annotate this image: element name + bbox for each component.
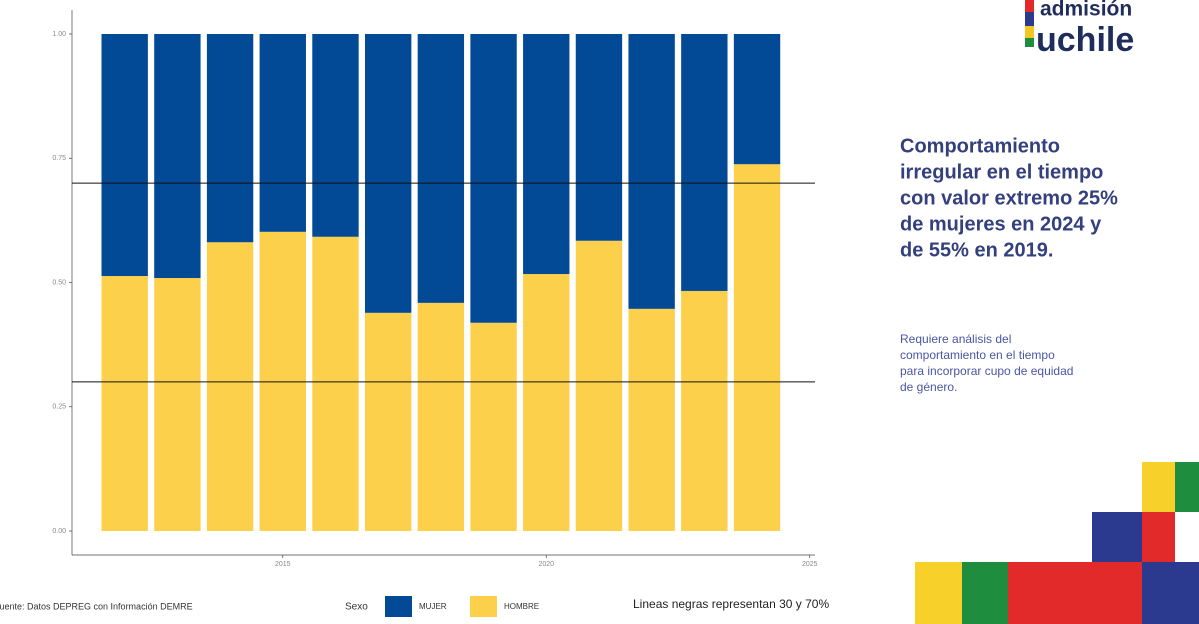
bar-segment bbox=[206, 34, 254, 243]
heading-line: de 55% en 2019. bbox=[900, 239, 1053, 261]
note: Lineas negras representan 30 y 70% bbox=[633, 597, 829, 611]
legend-title: Sexo bbox=[345, 602, 368, 613]
bar-segment bbox=[681, 34, 728, 291]
y-tick-label: 0.75 bbox=[52, 155, 66, 162]
bar-segment bbox=[259, 34, 306, 232]
decor-block bbox=[1142, 462, 1175, 512]
heading-line: con valor extremo 25% bbox=[900, 187, 1118, 209]
bar-segment bbox=[523, 34, 570, 275]
logo-square bbox=[1025, 0, 1034, 12]
bar-segment bbox=[733, 164, 781, 532]
source: Fuente: Datos DEPREG con Información DEM… bbox=[0, 601, 193, 611]
legend-label: HOMBRE bbox=[504, 602, 539, 611]
decor-block bbox=[1008, 562, 1142, 624]
decor-block bbox=[1175, 462, 1199, 512]
sidebar-text: Requiere análisis del comportamiento en e… bbox=[900, 332, 1073, 394]
y-tick-label: 1.00 bbox=[52, 31, 66, 38]
bar-segment bbox=[470, 34, 517, 323]
bar-segment bbox=[364, 34, 412, 313]
bar-segment bbox=[575, 34, 623, 241]
bar-segment bbox=[628, 34, 675, 309]
bar-segment bbox=[154, 278, 201, 531]
bar-segment bbox=[154, 34, 201, 279]
legend-label: MUJER bbox=[419, 602, 447, 611]
decor-block bbox=[915, 562, 962, 624]
bar-segment bbox=[101, 276, 148, 531]
y-tick-label: 0.25 bbox=[52, 404, 66, 411]
decor-block bbox=[1142, 562, 1199, 624]
decor-block bbox=[962, 562, 1008, 624]
logo-text: uchile bbox=[1036, 21, 1134, 59]
text-line: de género. bbox=[900, 380, 957, 394]
bar-segment bbox=[523, 274, 570, 531]
logo-square bbox=[1025, 12, 1034, 26]
x-tick-label: 2025 bbox=[802, 561, 818, 568]
sidebar-heading: Comportamiento irregular en el tiempo con … bbox=[900, 135, 1118, 261]
text-line: Requiere análisis del bbox=[900, 332, 1011, 346]
decor-block bbox=[1092, 512, 1142, 562]
bar-segment bbox=[470, 322, 517, 531]
bar-segment bbox=[364, 312, 412, 531]
legend-key bbox=[385, 596, 412, 617]
x-tick-label: 2015 bbox=[275, 561, 291, 568]
bar-segment bbox=[417, 302, 465, 531]
bar-segment bbox=[312, 236, 359, 531]
text-line: comportamiento en el tiempo bbox=[900, 348, 1055, 362]
bar-segment bbox=[206, 242, 254, 532]
plot: 0.00 0.25 0.50 0.75 1.00 2015 2020 2025 bbox=[52, 10, 818, 568]
y-tick-label: 0.00 bbox=[52, 528, 66, 535]
bar-segment bbox=[417, 34, 465, 303]
x-tick-label: 2020 bbox=[538, 561, 554, 568]
bar-segment bbox=[312, 34, 359, 237]
legend-key bbox=[470, 596, 497, 617]
bar-segment bbox=[628, 308, 675, 531]
logo-text: admisión bbox=[1040, 0, 1132, 21]
bar-segment bbox=[681, 290, 728, 531]
bar-segment bbox=[101, 34, 148, 277]
heading-line: de mujeres en 2024 y bbox=[900, 213, 1102, 235]
y-tick-label: 0.50 bbox=[52, 279, 66, 286]
text-line: para incorporar cupo de equidad bbox=[900, 364, 1073, 378]
heading-line: Comportamiento bbox=[900, 135, 1060, 157]
bar-segment bbox=[733, 34, 781, 165]
bar-segment bbox=[575, 240, 623, 531]
decor-block bbox=[1142, 512, 1175, 562]
logo-square bbox=[1025, 38, 1034, 47]
logo-square bbox=[1025, 26, 1034, 38]
heading-line: irregular en el tiempo bbox=[900, 161, 1103, 183]
